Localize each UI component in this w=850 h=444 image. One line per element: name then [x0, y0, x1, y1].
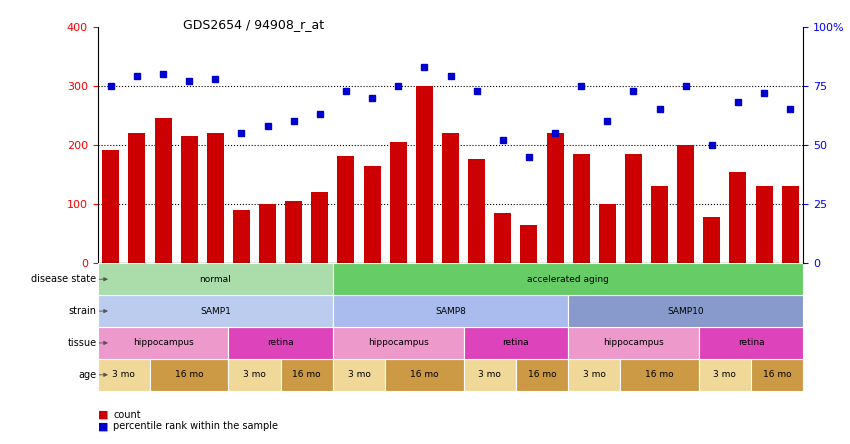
Bar — [520, 225, 537, 263]
Bar — [416, 86, 433, 263]
Bar — [751, 359, 803, 391]
Bar — [333, 295, 568, 327]
Text: disease state: disease state — [31, 274, 96, 284]
Bar — [128, 133, 145, 263]
Bar — [333, 327, 463, 359]
Bar — [333, 263, 803, 295]
Bar — [155, 119, 172, 263]
Bar — [699, 327, 803, 359]
Bar — [233, 210, 250, 263]
Text: SAMP10: SAMP10 — [667, 306, 704, 316]
Text: strain: strain — [69, 306, 96, 316]
Bar — [568, 327, 699, 359]
Bar — [516, 359, 568, 391]
Bar — [625, 154, 642, 263]
Text: 16 mo: 16 mo — [528, 370, 556, 379]
Text: retina: retina — [738, 338, 764, 348]
Bar — [229, 327, 333, 359]
Text: SAMP1: SAMP1 — [200, 306, 230, 316]
Text: 3 mo: 3 mo — [243, 370, 266, 379]
Bar — [390, 142, 407, 263]
Bar — [620, 359, 699, 391]
Text: 3 mo: 3 mo — [713, 370, 736, 379]
Bar — [782, 186, 799, 263]
Text: 3 mo: 3 mo — [112, 370, 135, 379]
Bar — [463, 359, 516, 391]
Bar — [337, 155, 354, 263]
Bar — [568, 359, 620, 391]
Text: 3 mo: 3 mo — [348, 370, 371, 379]
Bar — [547, 133, 564, 263]
Bar — [311, 192, 328, 263]
Bar — [385, 359, 463, 391]
Bar — [756, 186, 773, 263]
Text: percentile rank within the sample: percentile rank within the sample — [113, 421, 278, 431]
Bar — [442, 133, 459, 263]
Text: hippocampus: hippocampus — [133, 338, 194, 348]
Bar — [677, 145, 694, 263]
Bar — [364, 166, 381, 263]
Text: ■: ■ — [98, 421, 108, 431]
Bar — [494, 213, 511, 263]
Text: 16 mo: 16 mo — [410, 370, 439, 379]
Text: 3 mo: 3 mo — [583, 370, 606, 379]
Text: 16 mo: 16 mo — [175, 370, 203, 379]
Bar — [463, 327, 568, 359]
Bar — [98, 327, 229, 359]
Text: GDS2654 / 94908_r_at: GDS2654 / 94908_r_at — [183, 18, 324, 31]
Text: SAMP8: SAMP8 — [435, 306, 466, 316]
Text: retina: retina — [502, 338, 530, 348]
Bar — [573, 154, 590, 263]
Bar — [333, 359, 385, 391]
Bar — [280, 359, 333, 391]
Bar — [181, 136, 198, 263]
Bar — [703, 217, 720, 263]
Text: ■: ■ — [98, 410, 108, 420]
Text: accelerated aging: accelerated aging — [527, 275, 609, 284]
Text: 3 mo: 3 mo — [479, 370, 502, 379]
Text: 16 mo: 16 mo — [762, 370, 791, 379]
Bar — [259, 204, 276, 263]
Bar — [286, 201, 303, 263]
Text: age: age — [78, 370, 96, 380]
Bar — [98, 359, 150, 391]
Bar — [468, 159, 485, 263]
Bar — [729, 171, 746, 263]
Bar — [598, 204, 615, 263]
Bar — [651, 186, 668, 263]
Bar — [699, 359, 751, 391]
Text: 16 mo: 16 mo — [292, 370, 321, 379]
Bar — [102, 150, 119, 263]
Text: hippocampus: hippocampus — [603, 338, 664, 348]
Text: normal: normal — [200, 275, 231, 284]
Text: hippocampus: hippocampus — [368, 338, 428, 348]
Text: count: count — [113, 410, 141, 420]
Bar — [98, 263, 333, 295]
Bar — [98, 295, 333, 327]
Bar — [150, 359, 229, 391]
Text: retina: retina — [268, 338, 294, 348]
Text: 16 mo: 16 mo — [645, 370, 674, 379]
Bar — [568, 295, 803, 327]
Bar — [207, 133, 224, 263]
Text: tissue: tissue — [67, 338, 96, 348]
Bar — [229, 359, 280, 391]
